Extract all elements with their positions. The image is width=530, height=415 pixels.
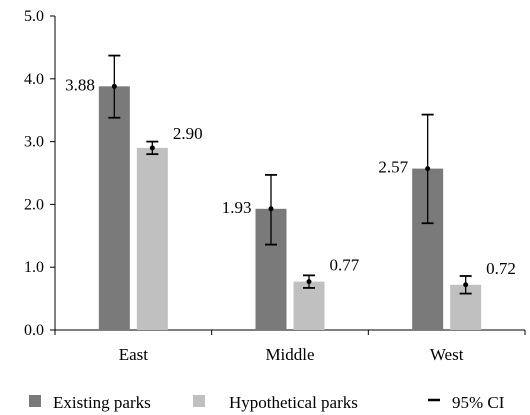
- data-label: 3.88: [65, 75, 95, 94]
- data-label: 1.93: [222, 198, 252, 217]
- bars: [98, 86, 482, 330]
- data-labels: 3.88 1.93 2.57 2.90 0.77 0.72: [65, 75, 516, 277]
- legend: Existing parks Hypothetical parks 95% CI: [29, 393, 505, 412]
- legend-swatch-hypothetical: [193, 395, 205, 407]
- x-category-label: Middle: [265, 345, 314, 364]
- data-label: 0.72: [486, 259, 516, 278]
- mean-point: [463, 282, 469, 288]
- y-tick-label: 5.0: [24, 8, 44, 25]
- legend-label-ci: 95% CI: [452, 393, 505, 412]
- data-label: 2.57: [378, 158, 408, 177]
- y-tick-label: 3.0: [24, 134, 44, 151]
- mean-point: [306, 279, 312, 285]
- x-category-label: West: [430, 345, 464, 364]
- y-tick-label: 4.0: [24, 71, 44, 88]
- mean-point: [111, 83, 117, 89]
- bar: [293, 281, 325, 330]
- mean-point: [268, 206, 274, 212]
- bar: [98, 86, 130, 330]
- y-tick-label: 2.0: [24, 196, 44, 213]
- axes: 0.0 1.0 2.0 3.0 4.0 5.0 East Middle West: [24, 8, 526, 364]
- bar: [136, 147, 168, 330]
- legend-swatch-existing: [29, 395, 41, 407]
- legend-label-hypothetical: Hypothetical parks: [229, 393, 358, 412]
- x-category-label: East: [119, 345, 149, 364]
- mean-point: [149, 145, 155, 151]
- error-bars: [108, 54, 472, 295]
- y-tick-label: 0.0: [24, 322, 44, 339]
- legend-label-existing: Existing parks: [53, 393, 151, 412]
- data-label: 2.90: [173, 124, 203, 143]
- mean-point: [425, 166, 431, 172]
- data-label: 0.77: [330, 256, 360, 275]
- y-tick-label: 1.0: [24, 259, 44, 276]
